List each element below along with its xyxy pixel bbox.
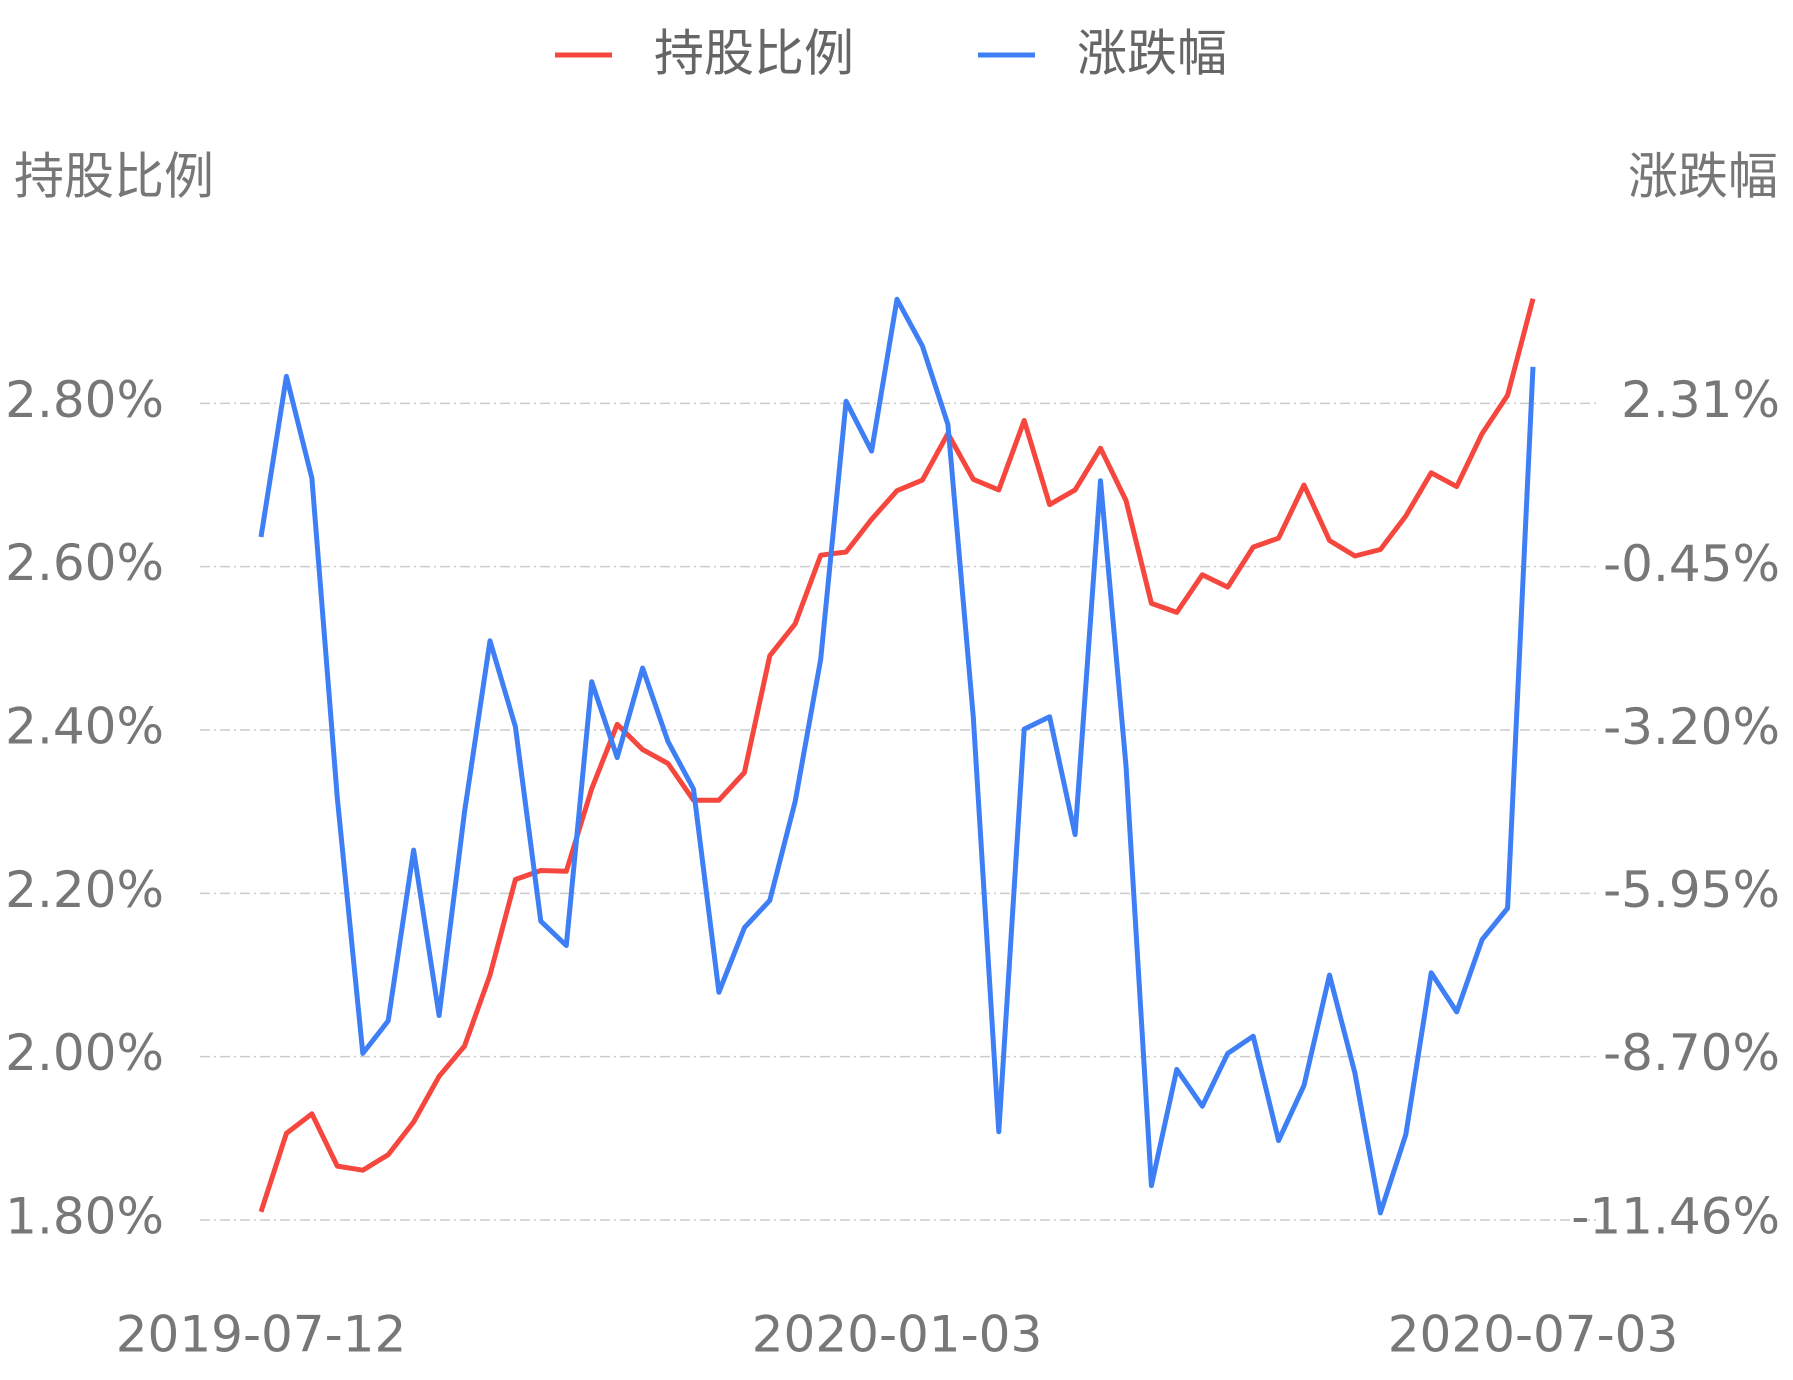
legend-label: 涨跌幅 [1077,25,1227,83]
y-tick-label: 1.80% [5,1188,164,1246]
x-tick-label: 2019-07-12 [116,1306,407,1364]
y2-tick-label: -11.46% [1571,1188,1780,1246]
y2-tick-label: -5.95% [1603,861,1780,919]
x-tick-label: 2020-01-03 [752,1306,1043,1364]
legend-label: 持股比例 [654,25,854,83]
y2-tick-label: -0.45% [1603,535,1780,593]
y2-axis-title: 涨跌幅 [1628,148,1778,206]
y2-tick-label: -3.20% [1603,698,1780,756]
series-line [258,298,1536,1213]
y2-tick-label: 2.31% [1621,371,1780,429]
x-tick-label: 2020-07-03 [1388,1306,1679,1364]
y2-tick-label: -8.70% [1603,1024,1780,1082]
series-line [258,296,1536,1216]
y-tick-label: 2.00% [5,1024,164,1082]
y-tick-label: 2.60% [5,534,164,592]
y-tick-label: 2.20% [5,861,164,919]
y-tick-label: 2.80% [5,371,164,429]
y-axis-title: 持股比例 [14,148,214,206]
y-tick-label: 2.40% [5,698,164,756]
